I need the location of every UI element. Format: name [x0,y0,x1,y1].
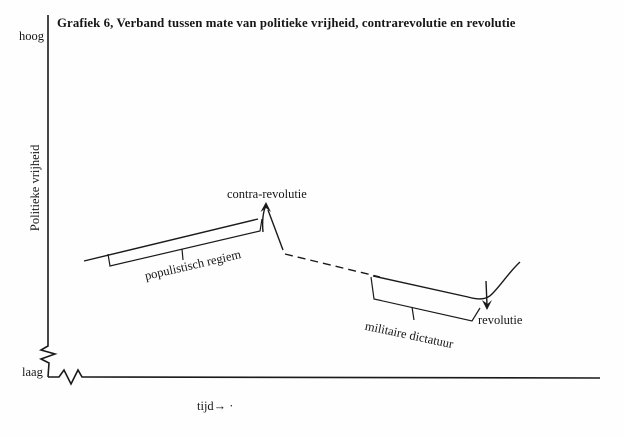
populist-regime-bracket [107,218,263,267]
up-arrow-icon [260,202,271,233]
annotation-revolutie: revolutie [478,313,523,327]
x-axis [48,368,601,386]
y-axis-line [38,15,58,378]
down-arrow-icon [482,280,492,310]
down-arrow-head [482,300,492,310]
y-axis-title: Politieke vrijheid [28,144,43,232]
military-dictatorship-bracket [370,276,481,322]
military-dictatorship-line [372,261,521,300]
populist-regime-line [83,218,259,262]
up-arrow-head [260,202,271,212]
annotation-contra-revolutie: contra-revolutie [227,187,307,201]
x-axis-line [48,368,601,386]
military-dictatorship-bracket-tick [411,306,415,321]
y-axis-label-high: hoog [19,29,44,43]
counter-revolution-drop-curve [267,209,284,251]
y-axis [38,15,58,378]
chart-title: Grafiek 6, Verband tussen mate van polit… [57,16,516,30]
populist-regime-segment [83,218,263,267]
military-dictatorship-segment [370,261,521,322]
y-axis-label-low: laag [22,365,43,379]
down-arrow-shaft [485,280,488,306]
x-axis-title: tijd→ · [197,399,234,413]
transition-dashed-line [284,253,381,278]
populist-regime-bracket-tick [181,248,184,261]
